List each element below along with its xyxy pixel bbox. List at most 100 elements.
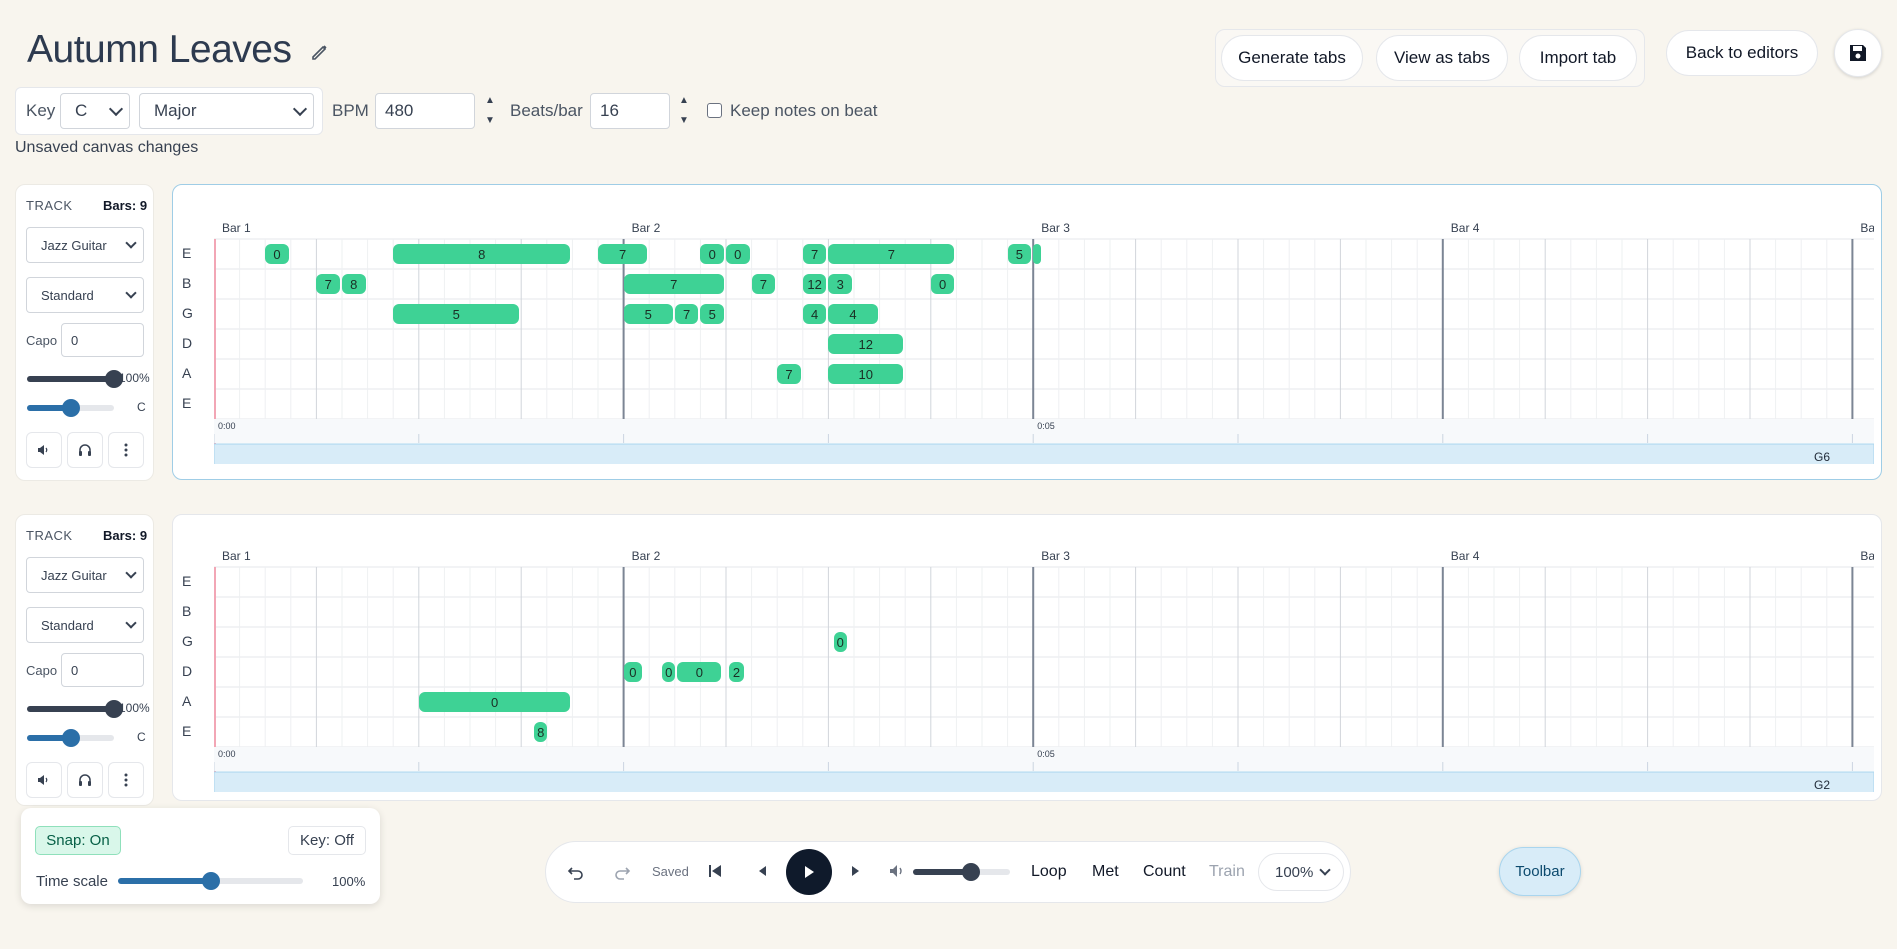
slider-knob[interactable] bbox=[61, 399, 80, 417]
note[interactable]: 2 bbox=[728, 662, 745, 682]
note[interactable]: 4 bbox=[828, 304, 878, 324]
note[interactable]: 0 bbox=[662, 662, 676, 682]
string-label: D bbox=[182, 335, 193, 351]
note[interactable]: 7 bbox=[751, 274, 776, 294]
step-back-icon[interactable] bbox=[754, 862, 770, 880]
capo-input[interactable]: 0 bbox=[61, 323, 144, 357]
mute-button[interactable] bbox=[26, 432, 62, 468]
note-grid[interactable]: Bar 1 Bar 2 Bar 3 Bar 4 Ba 0:00 0:05 G2 bbox=[214, 542, 1874, 792]
note[interactable]: 7 bbox=[777, 364, 801, 384]
saved-status: Saved bbox=[652, 864, 689, 879]
note[interactable]: 8 bbox=[393, 244, 571, 264]
beats-stepper-down[interactable]: ▼ bbox=[679, 115, 689, 126]
track-pan-slider[interactable] bbox=[27, 729, 114, 747]
note[interactable]: 7 bbox=[623, 274, 724, 294]
note[interactable]: 5 bbox=[623, 304, 673, 324]
key-select[interactable]: C bbox=[60, 93, 130, 129]
slider-knob[interactable] bbox=[962, 863, 981, 881]
view-as-tabs-button[interactable]: View as tabs bbox=[1376, 35, 1508, 81]
zoom-select[interactable]: 100% bbox=[1258, 853, 1344, 891]
note[interactable]: 5 bbox=[700, 304, 724, 324]
note[interactable]: 5 bbox=[393, 304, 520, 324]
pencil-icon[interactable] bbox=[310, 42, 330, 62]
slider-knob[interactable] bbox=[201, 872, 220, 890]
note[interactable]: 12 bbox=[828, 334, 904, 354]
note[interactable]: 0 bbox=[930, 274, 955, 294]
bpm-stepper-up[interactable]: ▲ bbox=[485, 95, 495, 106]
time-scale-slider[interactable] bbox=[118, 872, 303, 890]
toolbar-button[interactable]: Toolbar bbox=[1499, 847, 1581, 896]
volume-icon[interactable] bbox=[888, 863, 906, 879]
note[interactable]: 0 bbox=[677, 662, 722, 682]
note[interactable]: 7 bbox=[828, 244, 955, 264]
more-options-button[interactable] bbox=[108, 432, 144, 468]
note[interactable]: 10 bbox=[828, 364, 904, 384]
status-text: Unsaved canvas changes bbox=[15, 139, 199, 156]
string-label: E bbox=[182, 395, 192, 411]
count-in-button[interactable]: Count bbox=[1143, 863, 1186, 880]
instrument-select[interactable]: Jazz Guitar bbox=[26, 227, 144, 263]
note[interactable]: 0 bbox=[623, 662, 643, 682]
note[interactable]: 0 bbox=[700, 244, 724, 264]
solo-button[interactable] bbox=[67, 762, 103, 798]
note[interactable]: 4 bbox=[802, 304, 827, 324]
import-tab-button[interactable]: Import tab bbox=[1519, 35, 1637, 81]
note[interactable]: 3 bbox=[828, 274, 852, 294]
string-label: A bbox=[182, 693, 192, 709]
page-title: Autumn Leaves bbox=[27, 28, 292, 71]
slider-knob[interactable] bbox=[105, 700, 123, 718]
note[interactable]: 0 bbox=[418, 692, 571, 712]
note[interactable]: 0 bbox=[833, 632, 847, 652]
train-button[interactable]: Train bbox=[1209, 863, 1245, 880]
note[interactable] bbox=[1033, 244, 1042, 264]
track-pan-slider[interactable] bbox=[27, 399, 114, 417]
bar-label: Bar 1 bbox=[222, 221, 251, 235]
skip-to-start-icon[interactable] bbox=[706, 862, 724, 880]
metronome-button[interactable]: Met bbox=[1092, 863, 1119, 880]
key-toggle[interactable]: Key: Off bbox=[288, 826, 366, 855]
instrument-select[interactable]: Jazz Guitar bbox=[26, 557, 144, 593]
scale-select[interactable]: Major bbox=[139, 93, 314, 129]
note[interactable]: 0 bbox=[265, 244, 289, 264]
transport-volume-slider[interactable] bbox=[913, 863, 1010, 881]
note[interactable]: 0 bbox=[726, 244, 750, 264]
track-lane[interactable] bbox=[214, 771, 1874, 792]
keep-on-beat-checkbox[interactable] bbox=[707, 103, 722, 118]
bar-label: Bar 3 bbox=[1041, 549, 1070, 563]
undo-icon[interactable] bbox=[566, 862, 586, 882]
chevron-down-icon bbox=[125, 567, 137, 579]
beats-per-bar-input[interactable]: 16 bbox=[590, 93, 670, 129]
note[interactable]: 7 bbox=[802, 244, 827, 264]
solo-button[interactable] bbox=[67, 432, 103, 468]
more-options-button[interactable] bbox=[108, 762, 144, 798]
time-scale-value: 100% bbox=[332, 874, 366, 889]
back-to-editors-button[interactable]: Back to editors bbox=[1666, 30, 1818, 76]
note[interactable]: 8 bbox=[534, 722, 548, 742]
bpm-stepper-down[interactable]: ▼ bbox=[485, 115, 495, 126]
note-grid[interactable]: Bar 1 Bar 2 Bar 3 Bar 4 Ba 0:00 0:05 G6 bbox=[214, 214, 1874, 464]
track-lane[interactable] bbox=[214, 443, 1874, 464]
bpm-input[interactable]: 480 bbox=[375, 93, 475, 129]
note[interactable]: 7 bbox=[316, 274, 340, 294]
save-disk-button[interactable] bbox=[1834, 29, 1882, 77]
track-volume-slider[interactable] bbox=[27, 700, 123, 718]
redo-icon[interactable] bbox=[612, 862, 632, 882]
track-volume-slider[interactable] bbox=[27, 370, 123, 388]
tuning-select[interactable]: Standard bbox=[26, 277, 144, 313]
slider-knob[interactable] bbox=[105, 370, 123, 388]
mute-button[interactable] bbox=[26, 762, 62, 798]
beats-stepper-up[interactable]: ▲ bbox=[679, 95, 689, 106]
note[interactable]: 5 bbox=[1007, 244, 1032, 264]
note[interactable]: 8 bbox=[342, 274, 366, 294]
capo-input[interactable]: 0 bbox=[61, 653, 144, 687]
snap-toggle[interactable]: Snap: On bbox=[35, 826, 121, 855]
note[interactable]: 7 bbox=[674, 304, 699, 324]
play-button[interactable] bbox=[786, 849, 832, 895]
loop-button[interactable]: Loop bbox=[1031, 863, 1067, 880]
step-forward-icon[interactable] bbox=[848, 862, 864, 880]
note[interactable]: 7 bbox=[598, 244, 648, 264]
tuning-select[interactable]: Standard bbox=[26, 607, 144, 643]
slider-knob[interactable] bbox=[61, 729, 80, 747]
generate-tabs-button[interactable]: Generate tabs bbox=[1221, 35, 1363, 81]
note[interactable]: 12 bbox=[802, 274, 827, 294]
